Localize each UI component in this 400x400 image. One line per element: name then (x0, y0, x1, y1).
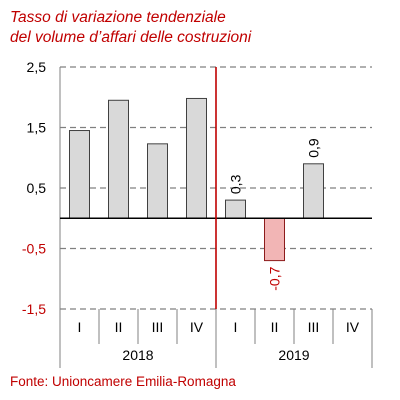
category-label: IV (190, 319, 204, 335)
chart-source: Fonte: Unioncamere Emilia-Romagna (10, 374, 236, 389)
y-tick-label: -1,5 (22, 301, 46, 317)
category-label: II (115, 319, 123, 335)
group-label-2018: 2018 (122, 347, 153, 363)
category-label: III (308, 319, 320, 335)
y-tick-label: -0,5 (22, 241, 46, 257)
data-label: -0,7 (267, 266, 283, 290)
chart-title-line-2: del volume d’affari delle costruzioni (10, 29, 252, 46)
bar-2018-I (69, 130, 90, 219)
bar-2018-IV (186, 97, 207, 219)
bar-2018-III (147, 143, 168, 219)
y-tick-label: 1,5 (27, 120, 47, 136)
bar-2019-II (264, 217, 285, 262)
category-label: IV (346, 319, 360, 335)
data-label: 0,3 (228, 174, 244, 194)
bar-2019-I (225, 199, 246, 219)
y-tick-label: 0,5 (27, 180, 47, 196)
category-label: II (271, 319, 279, 335)
data-label: 0,9 (306, 138, 322, 158)
category-label: I (234, 319, 238, 335)
category-label: I (78, 319, 82, 335)
category-label: III (152, 319, 164, 335)
bar-2018-II (108, 99, 129, 219)
group-label-2019: 2019 (278, 347, 309, 363)
y-tick-label: 2,5 (27, 59, 47, 75)
chart-title-line-1: Tasso di variazione tendenziale (10, 9, 226, 26)
bar-2019-III (303, 163, 324, 219)
